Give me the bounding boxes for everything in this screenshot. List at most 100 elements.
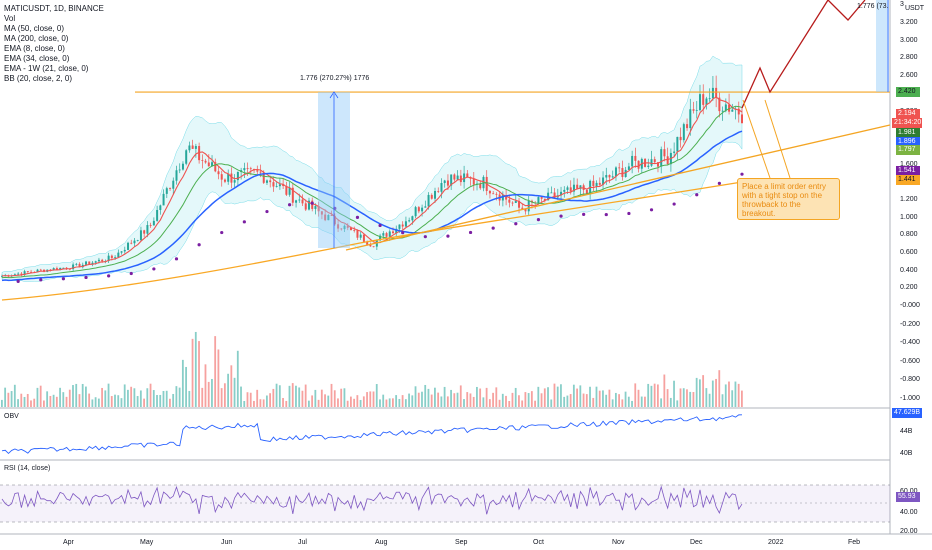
obv-pane-label: OBV: [4, 413, 19, 420]
price-tick-label: 0.600: [900, 248, 918, 256]
ema-weekly-dot: [287, 203, 292, 207]
candle-body: [379, 235, 382, 241]
candle-body: [679, 136, 682, 141]
candle-body: [737, 108, 740, 115]
candle-body: [198, 146, 201, 161]
legend-vol: Vol: [4, 14, 16, 23]
volume-bar: [337, 398, 339, 407]
volume-bar: [343, 388, 346, 407]
candle-body: [372, 246, 375, 248]
volume-bar: [194, 331, 197, 407]
volume-bar: [511, 392, 514, 407]
candle-body: [172, 180, 175, 189]
candle-body: [343, 225, 346, 230]
candle-body: [434, 190, 437, 199]
candle-body: [324, 214, 327, 221]
ema-weekly-dot: [107, 274, 111, 278]
volume-bar: [388, 398, 391, 407]
candle-body: [278, 184, 281, 187]
volume-bar: [395, 395, 398, 407]
candle-body: [139, 230, 142, 241]
candle-body: [143, 230, 146, 234]
candle-body: [698, 94, 701, 111]
candle-body: [721, 110, 724, 112]
candle-body: [479, 183, 482, 189]
candle-body: [627, 166, 630, 170]
annotation-callout[interactable]: Place a limit order entry with a tight s…: [737, 178, 840, 220]
volume-bar: [362, 396, 365, 407]
volume-bar: [666, 389, 669, 407]
volume-bar: [13, 384, 16, 407]
candle-body: [156, 209, 159, 221]
legend-ma50: MA (50, close, 0): [4, 24, 65, 33]
volume-bar: [275, 383, 278, 407]
candle-body: [94, 261, 97, 263]
candle-body: [715, 87, 718, 98]
volume-bar: [708, 393, 711, 407]
candle-body: [13, 274, 16, 276]
volume-bar: [117, 395, 120, 407]
callout-pointer-2: [742, 99, 771, 179]
volume-bar: [534, 400, 536, 407]
volume-bar: [233, 377, 236, 407]
volume-bar: [165, 390, 168, 407]
candle-body: [307, 200, 310, 210]
volume-bar: [236, 350, 239, 407]
price-tick-label: 2.800: [900, 54, 918, 62]
candle-body: [52, 268, 55, 271]
candle-body: [220, 174, 223, 180]
candle-body: [62, 267, 65, 269]
volume-bar: [285, 400, 288, 407]
volume-bar: [482, 397, 485, 407]
candle-body: [598, 182, 601, 185]
candle-body: [689, 109, 692, 129]
candle-body: [55, 268, 58, 271]
volume-bar: [401, 395, 404, 407]
volume-bar: [43, 400, 45, 407]
candle-body: [162, 193, 165, 206]
candle-body: [605, 175, 608, 178]
rsi-pane-label: RSI (14, close): [4, 465, 51, 472]
ema-weekly-dot: [740, 172, 744, 176]
volume-bar: [569, 394, 572, 407]
candle-body: [495, 193, 498, 195]
candle-body: [17, 273, 20, 275]
candle-body: [724, 104, 727, 111]
candle-body: [417, 207, 420, 212]
volume-bar: [181, 359, 184, 407]
ema-weekly-dot: [129, 271, 133, 276]
volume-bar: [530, 391, 533, 407]
candle-body: [579, 185, 582, 189]
volume-bar: [295, 385, 297, 407]
time-tick-label: Jul: [298, 539, 307, 546]
candle-body: [731, 109, 734, 112]
volume-bar: [463, 399, 465, 407]
volume-bar: [369, 391, 372, 407]
ma200-line: [1, 181, 743, 301]
candle-body: [236, 172, 239, 181]
price-badge: 1.541: [896, 166, 920, 176]
volume-bar: [156, 394, 158, 407]
volume-bar: [230, 365, 233, 407]
volume-bar: [414, 386, 417, 407]
volume-bar: [198, 341, 200, 407]
candle-body: [330, 214, 333, 216]
candle-body: [540, 197, 543, 199]
price-tick-label: 1.200: [900, 195, 918, 203]
candle-body: [459, 175, 462, 183]
time-tick-label: Aug: [375, 539, 388, 546]
candle-body: [427, 194, 430, 207]
candle-body: [686, 124, 689, 129]
volume-bar: [217, 349, 220, 407]
volume-bar: [262, 399, 265, 407]
candle-body: [362, 234, 365, 242]
candle-body: [259, 171, 262, 173]
candle-body: [285, 185, 288, 195]
candle-body: [524, 208, 527, 212]
price-tick-label: 1.600: [900, 160, 918, 168]
ema34-line: [1, 105, 743, 279]
candle-body: [421, 207, 424, 212]
volume-bar: [265, 395, 268, 407]
volume-bar: [282, 397, 284, 407]
